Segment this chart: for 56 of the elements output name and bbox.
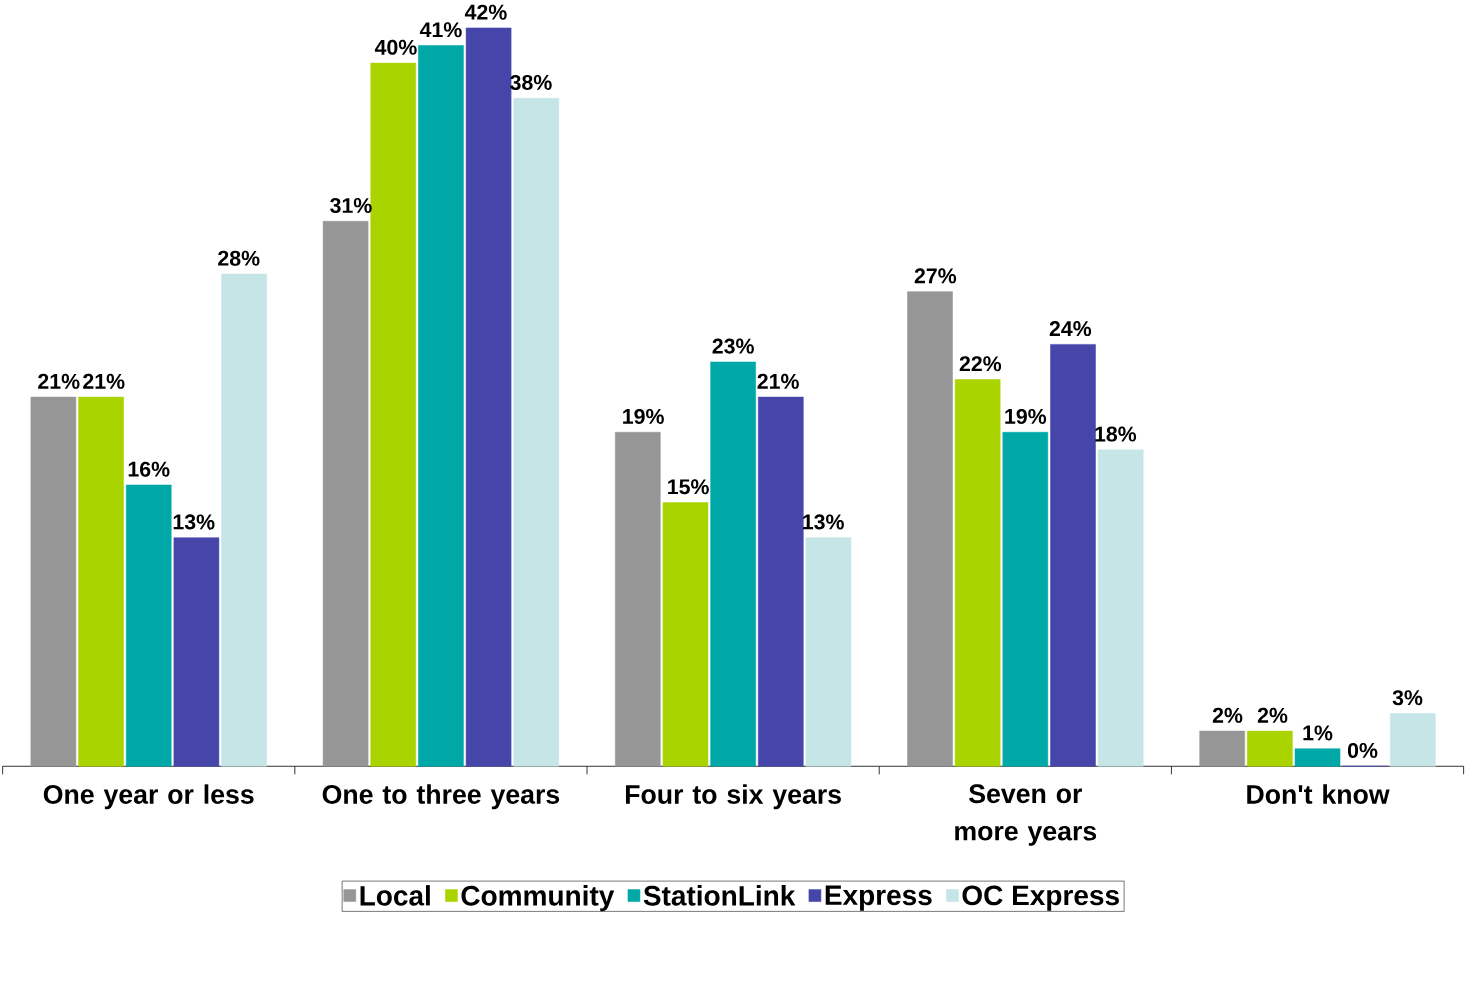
bar	[513, 98, 560, 767]
bar	[1247, 730, 1293, 767]
bar	[758, 396, 804, 767]
legend-label: Community	[461, 885, 615, 912]
bar	[1050, 344, 1096, 767]
x-tick-label: Seven or more years	[955, 784, 1097, 846]
data-label: 2%	[1212, 707, 1243, 723]
legend-label: OC Express	[962, 885, 1119, 911]
bar	[125, 484, 172, 767]
data-label: 1%	[1303, 725, 1333, 741]
data-label: 19%	[623, 408, 664, 425]
bar	[1390, 713, 1436, 767]
data-label: 23%	[712, 338, 754, 354]
data-label: 27%	[914, 268, 957, 284]
bar	[907, 291, 953, 767]
bar	[615, 432, 661, 767]
bar	[954, 379, 1001, 767]
bar	[465, 27, 512, 767]
data-label: 15%	[668, 479, 709, 495]
bar	[322, 221, 369, 767]
data-label: 13%	[803, 514, 844, 530]
bar	[1002, 432, 1049, 767]
bar	[710, 361, 756, 767]
data-label: 21%	[83, 373, 125, 389]
data-label: 28%	[218, 250, 260, 266]
bar	[78, 396, 124, 767]
bar	[1097, 449, 1144, 767]
x-tick-label: One year or less	[43, 784, 254, 810]
data-label: 2%	[1257, 707, 1288, 723]
bar	[30, 396, 77, 767]
data-label: 21%	[757, 373, 799, 389]
x-tick-label: Four to six years	[625, 784, 841, 810]
data-label: 21%	[38, 373, 80, 389]
bar	[418, 45, 464, 767]
bar	[662, 502, 709, 767]
data-label: 13%	[173, 514, 215, 530]
data-label: 0%	[1347, 742, 1378, 759]
legend-label: Express	[825, 885, 932, 911]
bar	[173, 537, 220, 767]
data-label: 19%	[1005, 408, 1047, 425]
legend-label: StationLink	[643, 885, 796, 906]
data-label: 22%	[959, 356, 1002, 372]
x-tick-label: One to three years	[322, 784, 560, 810]
data-label: 42%	[464, 4, 507, 20]
data-label: 3%	[1392, 690, 1423, 706]
data-label: 24%	[1049, 321, 1092, 337]
x-tick-label: Don't know	[1247, 784, 1390, 804]
bar	[221, 273, 267, 767]
legend-label: Local	[360, 885, 430, 906]
bar	[1199, 730, 1245, 767]
data-label: 40%	[374, 39, 417, 55]
bar	[1294, 748, 1341, 767]
data-label: 16%	[128, 461, 170, 477]
bar	[370, 62, 417, 767]
data-label: 41%	[419, 22, 462, 38]
bar	[805, 537, 852, 767]
